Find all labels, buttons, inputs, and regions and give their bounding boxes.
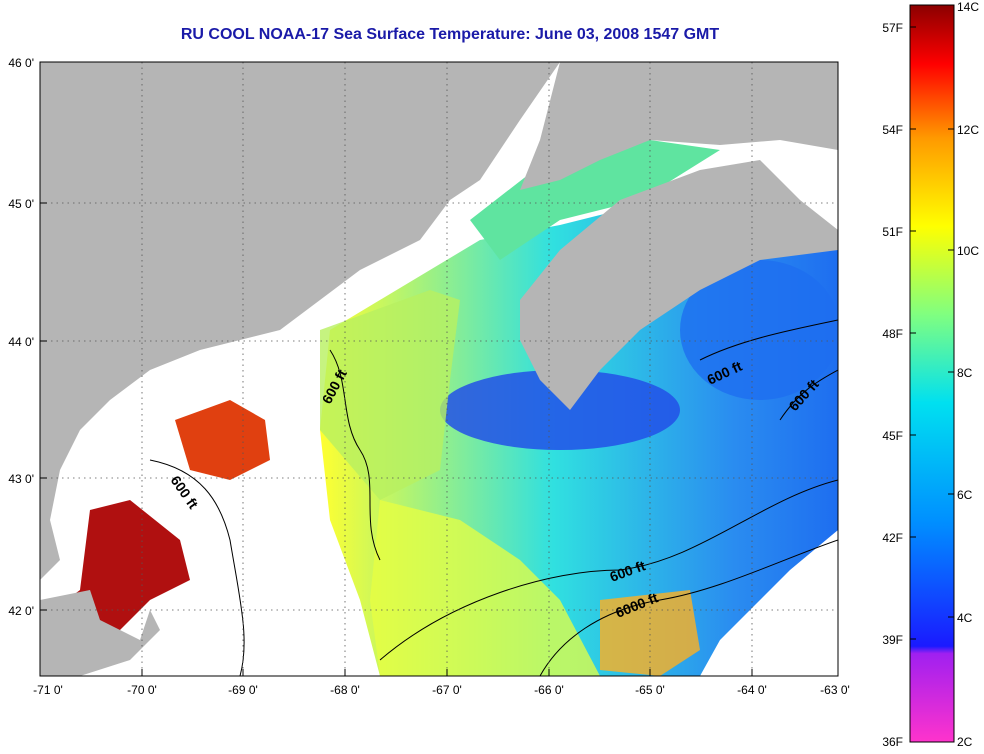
- land-nova-scotia: [520, 160, 838, 410]
- colorbar-f-label: 42F: [882, 531, 903, 545]
- colorbar-f-label: 51F: [882, 225, 903, 239]
- map-layers: 600 ft 600 ft 600 ft 600 ft 600 ft 6000 …: [40, 62, 838, 676]
- colorbar-f-label: 45F: [882, 429, 903, 443]
- lon-tick-label: -71 0': [33, 683, 63, 697]
- sst-warm-band: [370, 500, 600, 676]
- colorbar-f-label: 36F: [882, 735, 903, 749]
- colorbar-f-label: 57F: [882, 21, 903, 35]
- colorbar: [909, 4, 955, 743]
- land-cape-cod: [40, 590, 160, 676]
- colorbar-c-label: 4C: [957, 611, 973, 625]
- colorbar-c-label: 6C: [957, 488, 973, 502]
- colorbar-f-labels: 57F 54F 51F 48F 45F 42F 39F 36F: [882, 21, 903, 749]
- colorbar-f-label: 39F: [882, 633, 903, 647]
- map-title: RU COOL NOAA-17 Sea Surface Temperature:…: [180, 26, 720, 43]
- lat-tick-labels: 46 0' 45 0' 44 0' 43 0' 42 0': [8, 56, 34, 618]
- sst-cold-patch-east: [680, 260, 838, 400]
- colorbar-f-label: 48F: [882, 327, 903, 341]
- lat-tick-label: 46 0': [8, 56, 34, 70]
- colorbar-c-label: 10C: [957, 244, 979, 258]
- sst-cold-patch: [440, 370, 680, 450]
- axis-ticks: [39, 61, 839, 676]
- sst-bay-of-fundy: [470, 140, 720, 260]
- lat-tick-label: 43 0': [8, 472, 34, 486]
- lon-tick-label: -65 0': [635, 683, 665, 697]
- lon-tick-label: -66 0': [534, 683, 564, 697]
- lon-tick-label: -63 0': [820, 683, 850, 697]
- lon-tick-labels: -71 0' -70 0' -69 0' -68 0' -67 0' -66 0…: [33, 683, 850, 697]
- colorbar-ticks: [910, 26, 954, 640]
- lon-tick-label: -68 0': [330, 683, 360, 697]
- sst-green-coastal: [320, 290, 460, 500]
- lon-tick-label: -70 0': [127, 683, 157, 697]
- land-new-brunswick: [520, 62, 838, 190]
- lon-tick-label: -64 0': [737, 683, 767, 697]
- sst-warm-patch-north: [175, 400, 270, 480]
- colorbar-c-label: 14C: [957, 0, 979, 14]
- bathymetry-contours: [149, 319, 838, 676]
- colorbar-c-label: 8C: [957, 366, 973, 380]
- lon-tick-label: -67 0': [432, 683, 462, 697]
- colorbar-f-label: 54F: [882, 123, 903, 137]
- lat-tick-label: 45 0': [8, 197, 34, 211]
- graticule: [40, 62, 838, 676]
- lat-tick-label: 44 0': [8, 335, 34, 349]
- colorbar-c-label: 2C: [957, 735, 973, 749]
- lat-tick-label: 42 0': [8, 604, 34, 618]
- colorbar-c-label: 12C: [957, 123, 979, 137]
- map-frame: [39, 61, 839, 677]
- colorbar-c-labels: 14C 12C 10C 8C 6C 4C 2C: [957, 0, 979, 749]
- land-new-england: [40, 62, 560, 580]
- sst-warm-orange: [600, 590, 700, 676]
- lon-tick-label: -69 0': [228, 683, 258, 697]
